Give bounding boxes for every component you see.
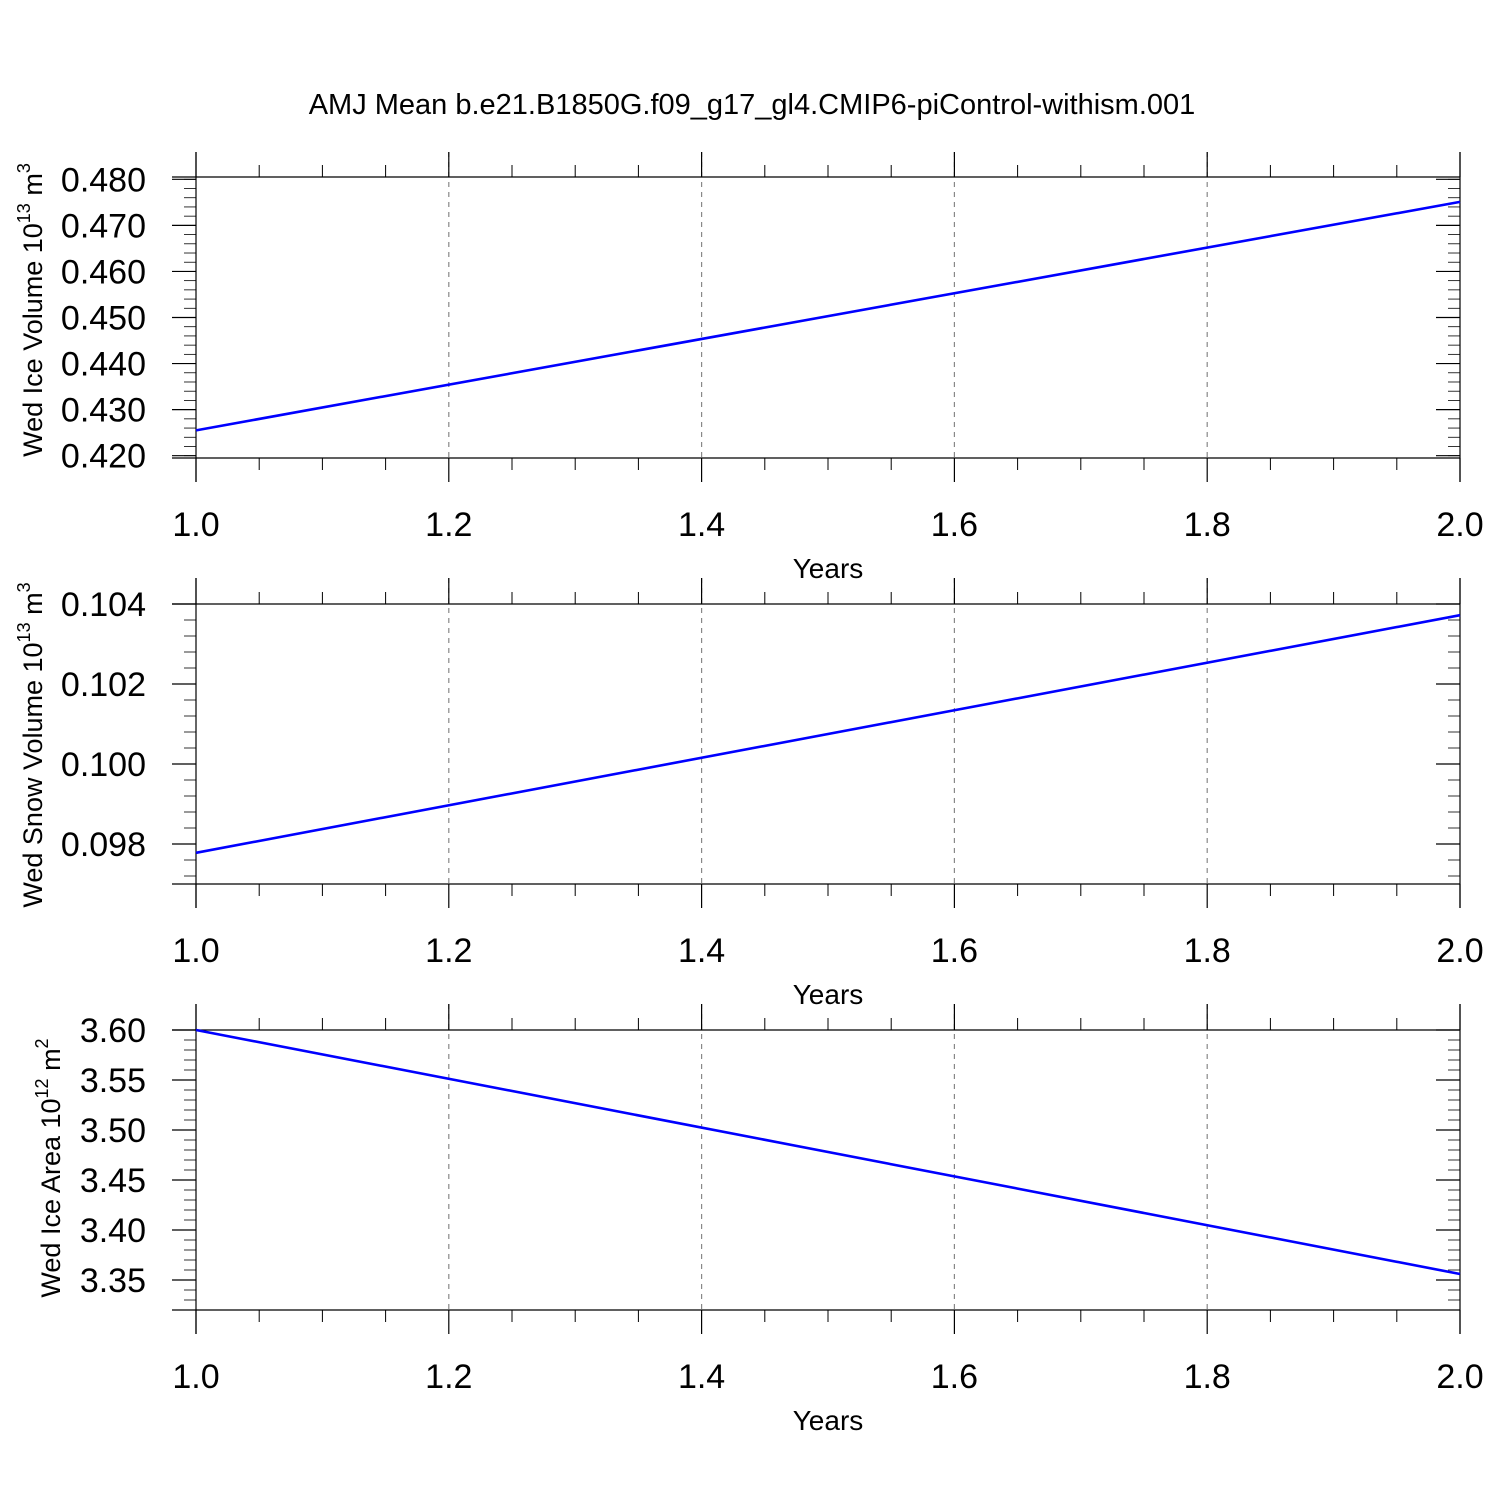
chart-panel-1: 1.0 1.2 1.4 1.6 1.8 2.0 0.420 0.430 0.440 0.450 0.… xyxy=(14,152,1484,584)
y-axis-label: Wed Ice Volume 1013 m3 xyxy=(14,163,48,457)
x-tick-label: 1.6 xyxy=(931,1358,978,1396)
x-axis-label: Years xyxy=(793,979,864,1010)
x-tick-label: 2.0 xyxy=(1436,932,1483,970)
y-axis-label: Wed Snow Volume 1013 m3 xyxy=(14,582,48,907)
series-line-1 xyxy=(195,1028,1461,1276)
y-tick-label: 3.45 xyxy=(80,1162,146,1200)
x-tick-label: 1.4 xyxy=(678,932,725,970)
y-tick-label: 3.55 xyxy=(80,1062,146,1100)
x-tick-label: 1.6 xyxy=(931,932,978,970)
figure-title: AMJ Mean b.e21.B1850G.f09_g17_gl4.CMIP6-… xyxy=(309,89,1196,121)
series-line-1 xyxy=(195,200,1461,432)
y-tick-label: 0.450 xyxy=(61,300,146,338)
x-tick-label: 1.6 xyxy=(931,506,978,544)
x-tick-label: 1.2 xyxy=(425,932,472,970)
x-tick-label: 1.4 xyxy=(678,506,725,544)
chart-panel-3: 1.0 1.2 1.4 1.6 1.8 2.0 3.35 3.40 3.45 3.50 3.55 3.… xyxy=(32,1004,1484,1436)
x-tick-label: 1.8 xyxy=(1184,932,1231,970)
chart-panel-2: 1.0 1.2 1.4 1.6 1.8 2.0 0.098 0.100 0.102 0.104 Ye… xyxy=(14,578,1484,1010)
panels: 1.0 1.2 1.4 1.6 1.8 2.0 0.420 0.430 0.440 0.450 0.… xyxy=(14,152,1484,1436)
y-tick-label: 0.100 xyxy=(61,746,146,784)
y-tick-label: 0.104 xyxy=(61,586,146,624)
x-tick-label: 1.0 xyxy=(172,506,219,544)
y-tick-label: 0.098 xyxy=(61,826,146,864)
x-tick-label: 1.4 xyxy=(678,1358,725,1396)
y-tick-label: 0.470 xyxy=(61,207,146,245)
y-axis-label: Wed Ice Area 1012 m2 xyxy=(32,1038,66,1297)
x-axis-label: Years xyxy=(793,553,864,584)
x-axis-label: Years xyxy=(793,1405,864,1436)
x-tick-label: 1.2 xyxy=(425,1358,472,1396)
y-tick-label: 3.60 xyxy=(80,1012,146,1050)
series-line-1 xyxy=(195,613,1461,855)
y-tick-label: 0.430 xyxy=(61,392,146,430)
x-tick-label: 1.8 xyxy=(1184,506,1231,544)
x-tick-label: 2.0 xyxy=(1436,1358,1483,1396)
x-tick-label: 1.0 xyxy=(172,932,219,970)
y-tick-label: 3.35 xyxy=(80,1262,146,1300)
y-tick-label: 3.50 xyxy=(80,1112,146,1150)
y-tick-label: 0.420 xyxy=(61,438,146,476)
y-tick-label: 0.460 xyxy=(61,253,146,291)
y-tick-label: 0.102 xyxy=(61,666,146,704)
y-tick-label: 0.480 xyxy=(61,161,146,199)
y-tick-label: 0.440 xyxy=(61,346,146,384)
y-tick-label: 3.40 xyxy=(80,1212,146,1250)
x-tick-label: 1.8 xyxy=(1184,1358,1231,1396)
x-tick-label: 2.0 xyxy=(1436,506,1483,544)
x-tick-label: 1.2 xyxy=(425,506,472,544)
x-tick-label: 1.0 xyxy=(172,1358,219,1396)
